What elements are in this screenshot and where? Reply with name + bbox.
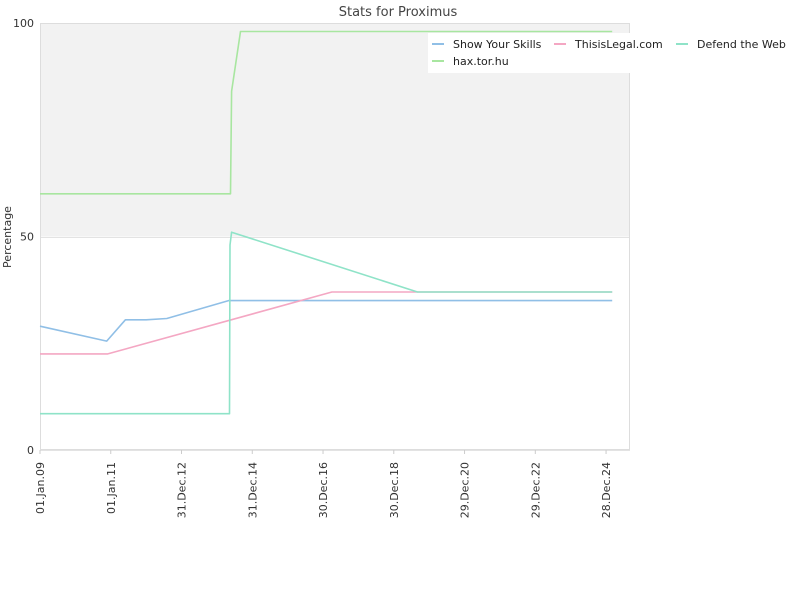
- legend-label: hax.tor.hu: [453, 55, 509, 68]
- x-tick-label: 30.Dec.18: [388, 462, 401, 518]
- y-tick-label: 50: [20, 231, 34, 244]
- x-tick-label: 30.Dec.16: [317, 462, 330, 518]
- chart-title: Stats for Proximus: [339, 5, 458, 20]
- y-tick-label: 0: [27, 444, 34, 457]
- x-tick-label: 31.Dec.14: [246, 462, 259, 518]
- x-tick-label: 01.Jan.11: [105, 462, 118, 514]
- y-axis-title: Percentage: [1, 206, 14, 268]
- legend-label: Defend the Web: [697, 38, 786, 51]
- x-tick-label: 28.Dec.24: [600, 462, 613, 518]
- y-tick-label: 100: [13, 17, 34, 30]
- x-tick-label: 29.Dec.20: [459, 462, 472, 518]
- x-tick-label: 29.Dec.22: [529, 462, 542, 518]
- legend: Show Your Skills ThisisLegal.com Defend th…: [428, 33, 788, 73]
- x-tick-label: 31.Dec.12: [176, 462, 189, 518]
- legend-label: ThisisLegal.com: [574, 38, 663, 51]
- x-tick-label: 01.Jan.09: [34, 462, 47, 514]
- legend-label: Show Your Skills: [453, 38, 542, 51]
- x-axis-ticks: 01.Jan.09 01.Jan.11 31.Dec.12 31.Dec.14 30.D…: [34, 450, 613, 518]
- y-axis-ticks: 0 50 100: [13, 17, 34, 457]
